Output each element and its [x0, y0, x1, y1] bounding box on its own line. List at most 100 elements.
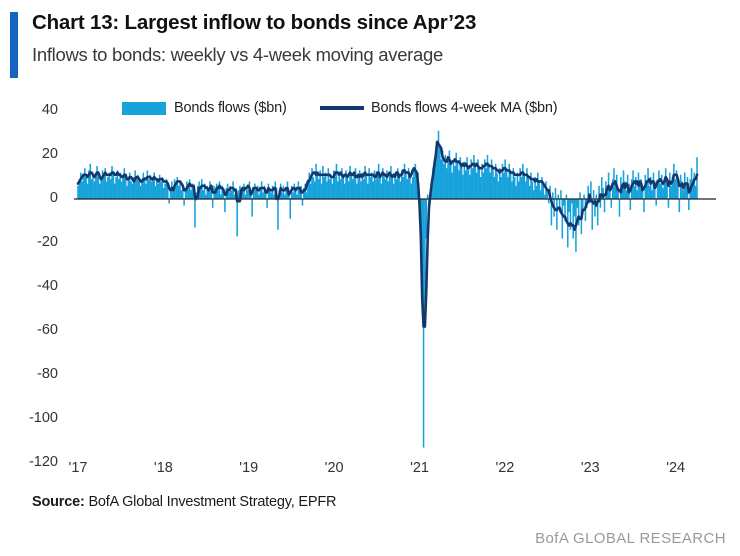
bar [289, 199, 291, 219]
bar [432, 168, 434, 199]
bar [688, 199, 690, 210]
bar [609, 185, 611, 199]
bar [237, 190, 240, 199]
bar [89, 163, 92, 199]
bar [595, 194, 598, 199]
bar [188, 179, 191, 199]
bar [150, 181, 153, 199]
bar [357, 177, 360, 199]
bar [674, 179, 677, 199]
bar [134, 170, 136, 199]
bar [211, 199, 214, 208]
bar [520, 177, 523, 199]
bar [669, 172, 671, 199]
bar [303, 188, 305, 199]
bar [228, 192, 230, 199]
bar [184, 188, 187, 199]
bar [463, 161, 466, 199]
bar [103, 174, 105, 199]
bar [376, 174, 379, 199]
bar [497, 181, 500, 199]
bar [93, 181, 96, 199]
bar [537, 172, 539, 199]
bar [645, 181, 648, 199]
bar [443, 163, 445, 199]
bar [523, 172, 525, 199]
bar [353, 174, 355, 199]
x-axis-tick-label: '18 [153, 460, 173, 476]
bar [293, 183, 296, 199]
bar [119, 172, 121, 199]
bar [411, 177, 414, 199]
bar [259, 188, 262, 199]
bar [565, 194, 568, 199]
bar [320, 183, 323, 199]
bar [164, 183, 166, 199]
chart-header: Chart 13: Largest inflow to bonds since … [0, 0, 740, 86]
source-text: BofA Global Investment Strategy, EPFR [88, 494, 337, 510]
bar [247, 190, 249, 199]
source-label: Source: [32, 494, 85, 510]
bar [541, 177, 543, 199]
bar [175, 183, 177, 199]
bar [337, 181, 339, 199]
bar [285, 188, 287, 199]
bar [210, 188, 213, 199]
bar [311, 168, 313, 199]
bar [527, 177, 530, 199]
bar [126, 185, 128, 199]
bar [254, 183, 256, 199]
bar [542, 185, 545, 199]
bar [251, 199, 253, 217]
bar [345, 170, 347, 199]
bar [149, 174, 151, 199]
bar [511, 181, 513, 199]
bar [406, 179, 408, 199]
legend-item-bonds-flows: Bonds flows ($bn) [122, 100, 287, 116]
bar [492, 168, 494, 199]
bar [206, 185, 209, 199]
bar [512, 168, 515, 199]
source-line: Source: BofA Global Investment Strategy,… [32, 494, 336, 510]
bar [112, 174, 115, 199]
bar [479, 177, 482, 199]
y-axis-tick-label: -20 [37, 234, 58, 250]
bar [577, 199, 580, 226]
bar [681, 181, 683, 199]
bar [271, 185, 274, 199]
bar [624, 181, 626, 199]
bar [675, 170, 678, 199]
bar [643, 199, 645, 213]
bar [415, 179, 418, 199]
bar [437, 130, 440, 199]
bar [482, 172, 485, 199]
bar [660, 174, 663, 199]
bar [677, 183, 679, 199]
bar [137, 174, 139, 199]
bar [179, 181, 181, 199]
bar [221, 185, 223, 199]
bar [190, 190, 192, 199]
bar [694, 185, 697, 199]
bar [532, 190, 535, 199]
bar [109, 179, 112, 199]
bar [88, 170, 90, 199]
bar [391, 177, 394, 199]
bar [556, 199, 558, 230]
bar [327, 168, 330, 199]
bar [330, 174, 332, 199]
bar [224, 199, 226, 213]
bar [105, 181, 108, 199]
bar [387, 181, 389, 199]
bar [142, 172, 145, 199]
bar [82, 174, 85, 199]
bar [633, 185, 636, 199]
bar [539, 190, 542, 199]
y-axis-tick-label: -100 [28, 410, 58, 426]
title-accent-bar [10, 12, 18, 78]
y-axis-tick-label: 0 [49, 190, 58, 206]
bar [100, 179, 102, 199]
bar [177, 185, 180, 199]
